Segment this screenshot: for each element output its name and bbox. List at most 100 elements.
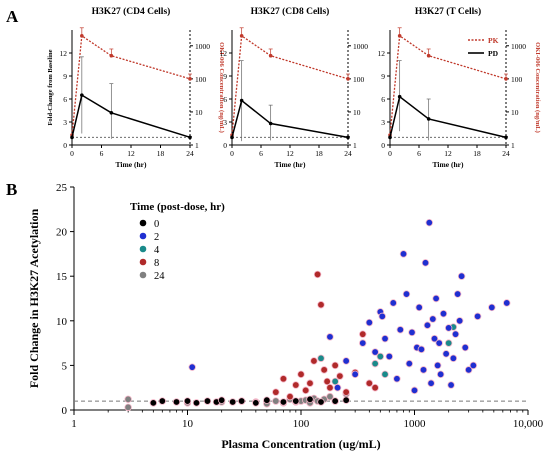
data-point-pk [80, 34, 84, 38]
x-tick-label: 1 [71, 418, 77, 430]
data-point-2h [432, 294, 440, 303]
data-point-24h [326, 392, 334, 401]
y-tick-label: 9 [223, 72, 227, 81]
data-point-pd [80, 93, 84, 97]
data-point-pd [397, 94, 402, 99]
data-point-8h [313, 270, 322, 279]
legend-label: 24 [154, 271, 165, 282]
data-point-2h [342, 357, 350, 365]
data-point-2h [435, 339, 443, 347]
data-point-pk [397, 34, 402, 38]
x-tick-label: 0 [70, 149, 74, 158]
legend-label: PK [488, 36, 499, 45]
data-point-0h [217, 396, 226, 404]
legend-swatch [139, 219, 147, 227]
y-tick-label: 5 [62, 360, 68, 372]
data-point-2h [351, 370, 359, 379]
data-point-2h [488, 303, 496, 312]
y-tick-label: 3 [223, 118, 227, 127]
data-point-2h [503, 299, 511, 307]
data-point-0h [158, 397, 167, 405]
data-point-pd [268, 121, 273, 126]
data-point-2h [389, 299, 397, 307]
data-point-8h [326, 384, 334, 392]
data-point-pd [346, 135, 350, 140]
data-point-8h [306, 379, 314, 387]
data-point-4h [331, 377, 339, 386]
y-tick-label: 0 [62, 405, 68, 417]
y-axis-label: Fold-Change from Baseline [47, 49, 54, 125]
data-point-2h [371, 348, 379, 356]
data-point-pd [388, 135, 392, 140]
data-point-2h [399, 250, 408, 258]
data-point-2h [442, 350, 450, 358]
data-point-2h [430, 334, 439, 343]
chart-title: H3K27 (CD8 Cells) [251, 6, 330, 17]
data-point-2h [359, 339, 367, 347]
y-tick-label: 0 [63, 141, 67, 150]
x-axis-label: Plasma Concentration (ug/mL) [221, 437, 380, 451]
data-point-pk [109, 53, 114, 58]
data-point-4h [444, 339, 453, 347]
data-point-pd [188, 135, 192, 140]
chart-title: H3K27 (CD4 Cells) [92, 6, 171, 17]
x-tick-label: 0 [230, 149, 234, 158]
y2-tick-label: 1 [195, 141, 199, 150]
x-tick-label: 10 [182, 418, 194, 430]
data-point-pk [239, 34, 244, 38]
data-point-0h [192, 399, 201, 407]
x-tick-label: 100 [293, 418, 310, 430]
y-tick-label: 0 [223, 141, 227, 150]
data-point-2h [425, 218, 433, 227]
data-point-2h [393, 375, 401, 383]
x-tick-label: 24 [344, 149, 352, 158]
legend-label: PD [488, 49, 499, 58]
data-point-2h [405, 359, 414, 368]
data-point-2h [419, 366, 428, 374]
data-point-pd [504, 135, 508, 140]
y-tick-label: 20 [56, 227, 68, 239]
data-point-0h [252, 399, 260, 407]
legend-title: Time (post-dose, hr) [130, 201, 225, 213]
y-tick-label: 25 [56, 182, 68, 194]
data-point-2h [421, 259, 430, 267]
data-point-0h [263, 396, 271, 404]
y2-tick-label: 100 [511, 75, 523, 84]
data-point-8h [323, 377, 331, 386]
x-tick-label: 6 [417, 149, 421, 158]
x-axis-label: Time (hr) [275, 160, 306, 169]
y-tick-label: 6 [381, 95, 385, 104]
data-point-8h [292, 381, 300, 389]
y-tick-label: 15 [56, 271, 68, 283]
data-point-8h [286, 392, 294, 401]
data-point-4h [376, 352, 385, 361]
y-tick-label: 9 [381, 72, 385, 81]
data-point-2h [457, 272, 466, 280]
data-point-2h [444, 324, 453, 332]
y2-tick-label: 100 [353, 75, 365, 84]
data-point-0h [203, 397, 212, 405]
data-point-0h [342, 396, 350, 404]
data-point-2h [429, 315, 437, 323]
data-point-8h [279, 375, 288, 383]
y2-tick-label: 1000 [195, 42, 210, 51]
legend-label: 8 [154, 258, 159, 269]
data-point-0h [331, 397, 339, 405]
y-tick-label: 12 [378, 49, 386, 58]
y2-tick-label: 1000 [511, 42, 526, 51]
series-line-pd [231, 99, 349, 139]
data-point-2h [402, 290, 411, 298]
data-point-24h [124, 403, 132, 412]
series-line-pd [71, 93, 191, 139]
series-line-pk [231, 34, 349, 136]
data-point-0h [279, 398, 288, 406]
data-point-8h [317, 301, 325, 309]
data-point-2h [439, 309, 448, 318]
data-point-2h [453, 290, 462, 298]
x-axis-label: Time (hr) [116, 160, 147, 169]
x-tick-label: 6 [259, 149, 263, 158]
data-point-8h [359, 330, 367, 338]
x-tick-label: 10,000 [513, 418, 544, 430]
data-point-8h [336, 372, 344, 380]
